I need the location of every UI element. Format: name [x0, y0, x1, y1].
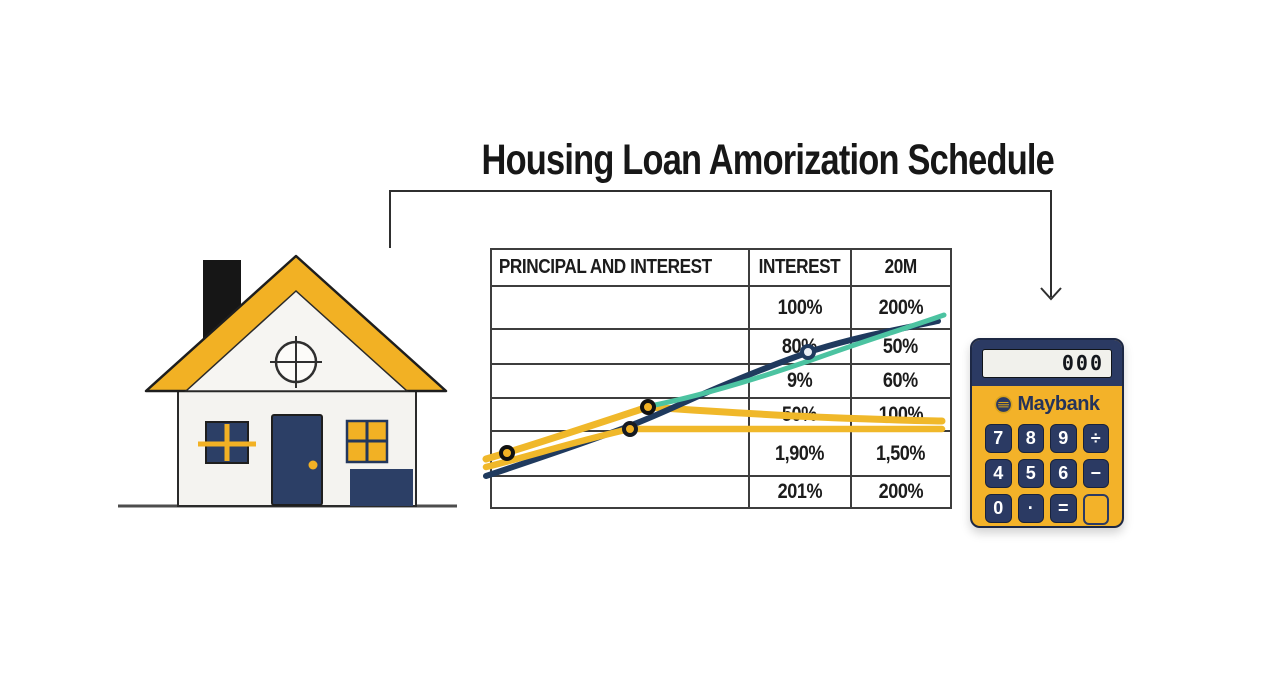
arrowhead-icon: [1040, 287, 1062, 301]
cell-principal: [490, 475, 750, 509]
table-row: 50% 100%: [490, 397, 952, 432]
maybank-logo-icon: [994, 395, 1013, 413]
calc-key-4: 4: [985, 459, 1012, 488]
round-window: [274, 340, 318, 384]
round-window-cross: [270, 336, 322, 388]
door: [271, 414, 323, 506]
cell-principal: [490, 328, 750, 365]
header-20m: 20M: [849, 248, 952, 287]
cell-principal: [490, 430, 750, 477]
table-row: 80% 50%: [490, 328, 952, 365]
table-row: 1,90% 1,50%: [490, 430, 952, 477]
cell-20m: 100%: [849, 397, 952, 432]
chimney: [203, 260, 241, 339]
table-header-row: PRINCIPAL AND INTEREST INTEREST 20M: [490, 248, 952, 287]
house-wall: [177, 386, 417, 507]
amortization-table: PRINCIPAL AND INTEREST INTEREST 20M 100%…: [490, 248, 952, 509]
right-window: [345, 419, 389, 464]
brand-name: Maybank: [1017, 392, 1100, 415]
cell-principal: [490, 397, 750, 432]
cell-interest: 201%: [747, 475, 852, 509]
calculator-brand: Maybank: [972, 386, 1122, 422]
table-row: 201% 200%: [490, 475, 952, 509]
calc-key-6: 6: [1050, 459, 1077, 488]
calculator-illustration: 000 Maybank 7 8 9 ÷ 4 5 6 − 0 · =: [970, 338, 1124, 528]
header-interest: INTEREST: [747, 248, 852, 287]
cell-20m: 200%: [849, 285, 952, 330]
page-title-text: Housing Loan Amorization Schedule: [481, 136, 1055, 184]
cell-interest: 9%: [747, 363, 852, 399]
calc-key-5: 5: [1017, 459, 1044, 488]
cell-interest: 50%: [747, 397, 852, 432]
house-illustration: [144, 254, 448, 507]
cell-20m: 50%: [849, 328, 952, 365]
calc-key-8: 8: [1017, 424, 1044, 453]
right-window-frame: [347, 421, 387, 462]
left-window-frame: [198, 424, 256, 461]
cell-principal: [490, 285, 750, 330]
table-row: 100% 200%: [490, 285, 952, 330]
calc-key-0: 0: [985, 494, 1012, 523]
cell-20m: 60%: [849, 363, 952, 399]
roof: [144, 254, 448, 393]
header-principal: PRINCIPAL AND INTEREST: [490, 248, 750, 287]
cell-principal: [490, 363, 750, 399]
calc-key-equals: =: [1050, 494, 1077, 523]
table-row: 9% 60%: [490, 363, 952, 399]
cell-20m: 1,50%: [849, 430, 952, 477]
cell-interest: 1,90%: [747, 430, 852, 477]
calculator-display: 000: [982, 348, 1112, 378]
calc-key-divide: ÷: [1082, 424, 1109, 453]
calc-key-blank: [1082, 494, 1109, 525]
gable: [184, 289, 409, 392]
cell-interest: 100%: [747, 285, 852, 330]
calc-key-dot: ·: [1017, 494, 1044, 523]
cell-interest: 80%: [747, 328, 852, 365]
calc-key-9: 9: [1050, 424, 1077, 453]
calc-key-minus: −: [1082, 459, 1109, 488]
calc-key-7: 7: [985, 424, 1012, 453]
calculator-keypad: 7 8 9 ÷ 4 5 6 − 0 · =: [972, 422, 1122, 526]
cell-20m: 200%: [849, 475, 952, 509]
calculator-top-panel: 000: [972, 340, 1122, 386]
door-knob: [308, 460, 318, 470]
planter-box: [350, 469, 413, 506]
left-window: [205, 421, 249, 464]
page-title: Housing Loan Amorization Schedule: [400, 136, 1136, 185]
